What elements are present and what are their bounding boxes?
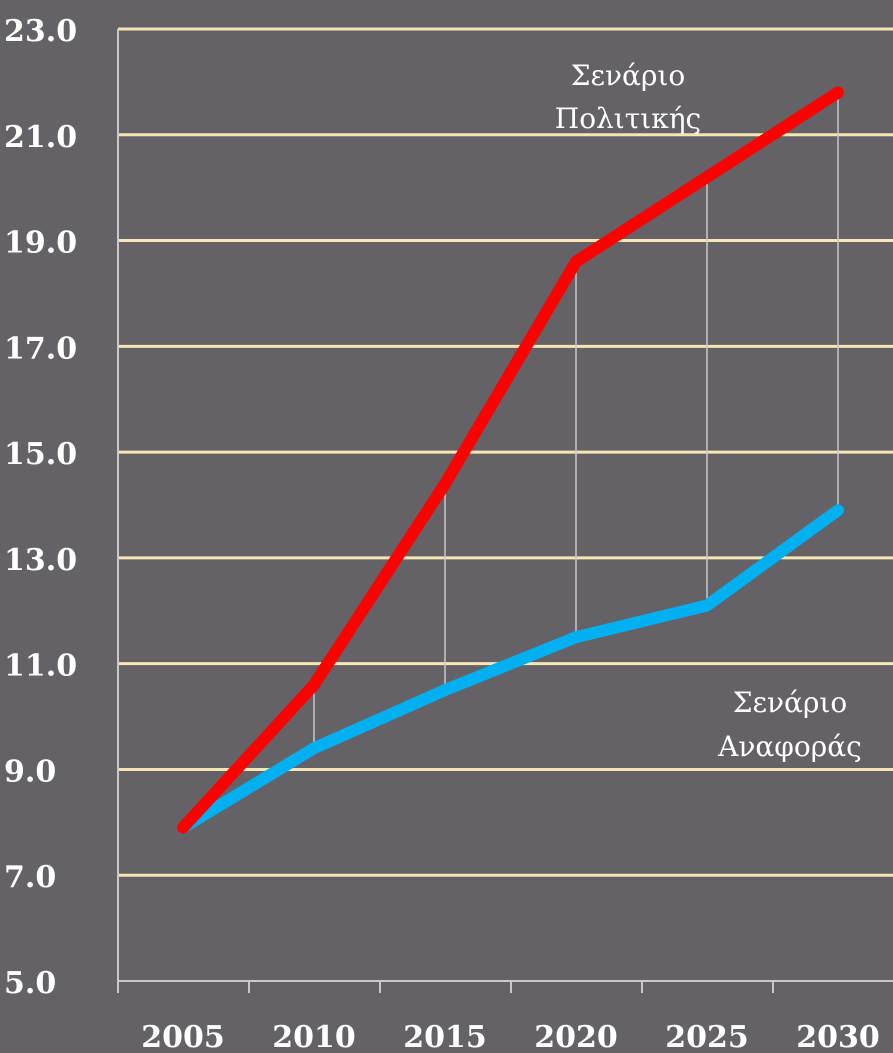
y-tick-labels: 5.0 7.0 9.0 11.0 13.0 15.0 17.0 19.0 21.0 23.0	[4, 14, 77, 1001]
x-tick-label: 2030	[796, 1020, 880, 1053]
y-tick-label: 17.0	[4, 331, 77, 366]
series-label-policy-line2: Πολιτικής	[555, 102, 701, 135]
y-tick-label: 13.0	[4, 543, 77, 578]
x-tick-labels: 2005 2010 2015 2020 2025 2030	[141, 1020, 880, 1053]
axes	[117, 29, 893, 993]
x-tick-label: 2015	[403, 1020, 487, 1053]
series-label-reference-line1: Σενάριο	[733, 686, 848, 719]
data-point-policy	[575, 260, 577, 263]
data-point-policy	[837, 91, 839, 94]
y-tick-label: 21.0	[4, 120, 77, 155]
data-point-reference	[575, 636, 577, 639]
y-tick-label: 15.0	[4, 437, 77, 472]
series-label-policy-line1: Σενάριο	[571, 59, 686, 92]
data-point-reference	[444, 689, 446, 692]
data-point-policy	[444, 482, 446, 485]
data-point-reference	[706, 604, 708, 607]
y-tick-label: 5.0	[4, 966, 56, 1001]
gridlines	[118, 27, 893, 877]
x-tick-label: 2020	[534, 1020, 618, 1053]
data-point-reference	[837, 509, 839, 512]
y-tick-label: 23.0	[4, 14, 77, 49]
y-tick-label: 7.0	[4, 860, 56, 895]
series-line-reference	[177, 504, 844, 834]
x-tick-label: 2025	[665, 1020, 749, 1053]
x-tick-label: 2010	[272, 1020, 356, 1053]
series-label-reference-line2: Αναφοράς	[717, 730, 862, 763]
data-point-policy	[313, 683, 315, 686]
drop-lines	[313, 92, 839, 749]
data-point-reference	[313, 747, 315, 750]
data-point-policy	[706, 176, 708, 179]
series-lines	[177, 86, 844, 834]
y-tick-label: 11.0	[4, 649, 77, 684]
y-tick-label: 9.0	[4, 754, 56, 789]
y-tick-label: 19.0	[4, 226, 77, 261]
x-tick-label: 2005	[141, 1020, 225, 1053]
series-line-policy	[177, 86, 844, 834]
data-point-policy	[182, 826, 184, 829]
